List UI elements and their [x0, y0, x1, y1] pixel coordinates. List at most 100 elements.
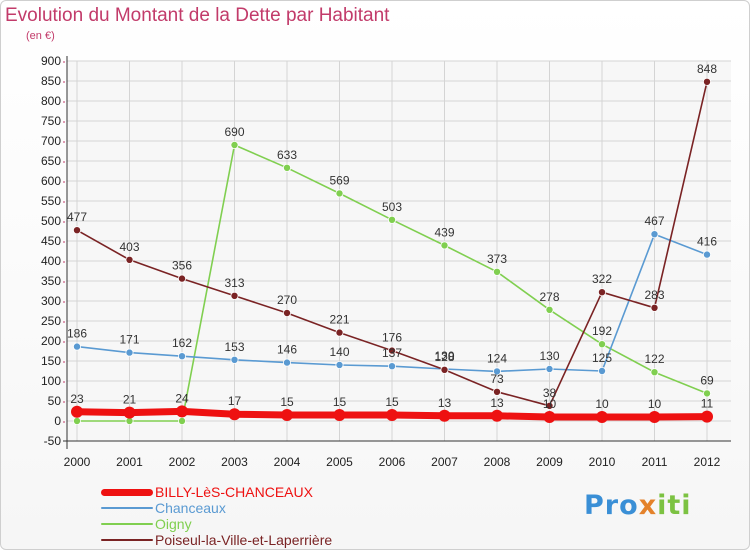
data-label: 403: [119, 240, 139, 254]
data-point: [648, 411, 661, 423]
x-tick-label: 2008: [484, 455, 511, 469]
x-tick-label: 2004: [274, 455, 301, 469]
data-label: 15: [385, 395, 399, 409]
legend-swatch: [101, 539, 153, 541]
legend-label: Poiseul-la-Ville-et-Laperrière: [155, 532, 333, 548]
data-label: 11: [701, 397, 714, 411]
series-group: [71, 77, 713, 425]
x-tick-label: 2002: [169, 455, 196, 469]
data-label: 313: [224, 276, 244, 290]
data-point: [650, 368, 659, 377]
logo-letter: i: [681, 490, 692, 521]
series-1: [73, 230, 712, 376]
chart-unit: (en €): [26, 30, 55, 42]
y-tick-label: 250: [41, 314, 61, 328]
data-label: 467: [644, 214, 664, 228]
data-label: 322: [592, 272, 612, 286]
x-tick-label: 2007: [431, 455, 458, 469]
data-point: [492, 267, 501, 276]
data-point: [491, 409, 503, 422]
data-label: 356: [172, 259, 192, 273]
data-point: [438, 409, 451, 422]
data-label: 153: [224, 340, 244, 354]
data-point: [228, 408, 241, 421]
y-tick-label: 850: [41, 74, 61, 88]
data-point: [492, 367, 501, 376]
data-label: 569: [329, 173, 349, 187]
y-tick-label: 800: [41, 94, 61, 108]
chart-title: Evolution du Montant de la Dette par Hab…: [5, 5, 390, 26]
y-tick-label: 450: [41, 234, 61, 248]
data-point: [71, 405, 83, 418]
data-label: 38: [543, 386, 557, 400]
x-tick-label: 2010: [589, 455, 616, 469]
y-tick-label: -50: [44, 434, 62, 448]
data-point: [387, 346, 396, 355]
data-point: [387, 215, 396, 224]
data-point: [176, 405, 188, 418]
data-label: 15: [333, 395, 347, 409]
data-label: 477: [67, 210, 87, 224]
data-label: 69: [700, 373, 714, 387]
y-tick-label: 350: [41, 274, 61, 288]
y-tick-label: 50: [48, 394, 62, 408]
legend-label: Oigny: [155, 516, 192, 532]
x-tick-label: 2012: [694, 455, 721, 469]
data-point: [335, 328, 344, 337]
data-label: 416: [697, 235, 717, 249]
x-tick-label: 2003: [221, 455, 248, 469]
data-point: [73, 226, 82, 235]
data-label: 73: [490, 372, 504, 386]
data-point: [545, 364, 554, 373]
data-point: [701, 410, 713, 423]
data-point: [335, 189, 344, 198]
data-point: [703, 389, 712, 398]
data-label: 21: [123, 393, 137, 407]
data-label: 24: [175, 391, 189, 405]
data-label: 171: [119, 333, 139, 347]
data-labels: 690 633 569 503 439 373 278 192 122 69 186 171 162 15…: [67, 62, 717, 411]
series-2: [73, 77, 712, 410]
data-label: 439: [434, 225, 454, 239]
data-label: 10: [595, 397, 609, 411]
data-point: [335, 360, 344, 369]
data-point: [543, 411, 556, 423]
legend-label: Chanceaux: [155, 500, 226, 516]
data-label: 176: [382, 331, 402, 345]
data-point: [650, 303, 659, 312]
logo-letter: o: [619, 490, 639, 521]
legend-label: BILLY-LèS-CHANCEAUX: [155, 484, 313, 500]
y-tick-label: 100: [41, 374, 61, 388]
data-point: [440, 241, 449, 250]
legend-swatch: [101, 523, 153, 525]
data-label: 278: [539, 290, 559, 304]
data-point: [230, 140, 239, 149]
data-point: [230, 355, 239, 364]
data-point: [177, 274, 186, 283]
data-label: 503: [382, 200, 402, 214]
data-label: 140: [329, 345, 349, 359]
data-point: [282, 163, 291, 172]
y-tick-label: 600: [41, 174, 61, 188]
logo-letter: r: [604, 490, 620, 521]
data-point: [282, 358, 291, 367]
data-label: 186: [67, 327, 87, 341]
data-point: [650, 230, 659, 239]
data-point: [703, 250, 712, 259]
y-tick-label: 650: [41, 154, 61, 168]
data-label: 130: [434, 349, 454, 363]
data-label: 10: [648, 397, 662, 411]
data-point: [545, 401, 554, 410]
data-label: 283: [644, 288, 664, 302]
y-tick-label: 0: [54, 414, 61, 428]
data-point: [386, 409, 398, 421]
data-point: [281, 409, 293, 421]
data-label: 23: [70, 392, 84, 406]
data-label: 10: [543, 397, 557, 411]
data-point: [177, 416, 186, 425]
data-point: [596, 411, 608, 423]
x-tick-label: 2006: [379, 455, 406, 469]
data-label: 192: [592, 324, 612, 338]
proxiti-logo: Proxiti: [584, 490, 692, 521]
